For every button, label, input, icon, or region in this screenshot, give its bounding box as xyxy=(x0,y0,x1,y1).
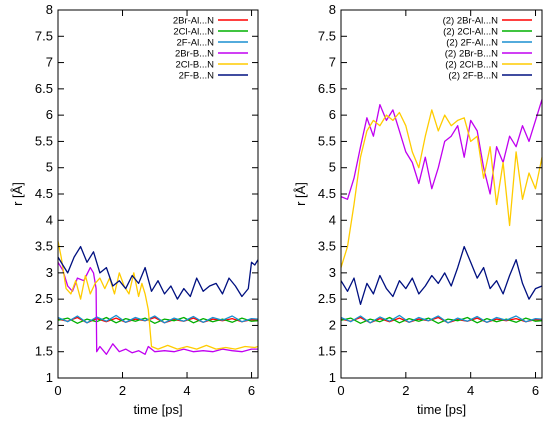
y-tick-label: 4.5 xyxy=(35,186,53,201)
y-tick-label: 4 xyxy=(329,212,336,227)
y-tick-label: 6.5 xyxy=(35,81,53,96)
legend-label: 2Cl-B...N xyxy=(175,60,214,71)
y-tick-label: 3 xyxy=(46,265,53,280)
x-tick-label: 6 xyxy=(532,383,539,398)
legend: (2) 2Br-Al...N(2) 2Cl-Al...N(2) 2F-Al...… xyxy=(443,16,532,82)
y-tick-label: 1 xyxy=(329,370,336,385)
series-line-4 xyxy=(57,261,258,355)
legend-label: (2) 2Cl-Al...N xyxy=(443,27,498,38)
y-tick-label: 1.5 xyxy=(318,344,336,359)
y-tick-label: 7.5 xyxy=(318,28,336,43)
legend-label: (2) 2Cl-B...N xyxy=(445,60,498,71)
y-tick-label: 7 xyxy=(329,55,336,70)
y-tick-label: 8 xyxy=(329,2,336,17)
y-tick-label: 8 xyxy=(46,2,53,17)
y-tick-label: 7 xyxy=(46,55,53,70)
legend-label: (2) 2F-B...N xyxy=(448,71,498,82)
x-tick-label: 2 xyxy=(119,383,126,398)
legend-label: 2F-Al...N xyxy=(177,38,215,49)
x-tick-label: 6 xyxy=(248,383,255,398)
y-tick-label: 5.5 xyxy=(35,133,53,148)
x-tick-label: 0 xyxy=(337,383,344,398)
x-axis-title: time [ps] xyxy=(133,402,182,417)
series-line-6 xyxy=(57,245,259,300)
x-axis-title: time [ps] xyxy=(417,402,466,417)
legend-label: 2Br-B...N xyxy=(175,49,214,60)
legend-label: (2) 2F-Al...N xyxy=(446,38,498,49)
y-tick-label: 5 xyxy=(46,160,53,175)
y-tick-label: 6.5 xyxy=(318,81,336,96)
y-tick-label: 2.5 xyxy=(35,291,53,306)
legend-label: (2) 2Br-Al...N xyxy=(443,16,499,27)
y-tick-label: 3 xyxy=(329,265,336,280)
x-tick-label: 0 xyxy=(54,383,61,398)
y-tick-label: 3.5 xyxy=(35,239,53,254)
y-tick-label: 2.5 xyxy=(318,291,336,306)
y-tick-label: 1.5 xyxy=(35,344,53,359)
y-axis-title: r [Å] xyxy=(293,182,308,206)
legend-label: 2Cl-Al...N xyxy=(173,27,214,38)
x-tick-label: 4 xyxy=(467,383,474,398)
chart-panel-1: 1 1.5 2 2.5 3 3.5 4 4.5 5 5.5 6 6.5 7 7.5 8 0 2 4 6 time [p… xyxy=(10,2,259,417)
y-tick-label: 4.5 xyxy=(318,186,336,201)
y-tick-label: 1 xyxy=(46,370,53,385)
legend: 2Br-Al...N2Cl-Al...N2F-Al...N2Br-B...N2C… xyxy=(173,16,248,82)
series-line-3 xyxy=(340,314,543,324)
y-tick-label: 5 xyxy=(329,160,336,175)
series-line-6 xyxy=(340,245,543,306)
y-tick-label: 2 xyxy=(329,317,336,332)
y-tick-label: 7.5 xyxy=(35,28,53,43)
y-tick-label: 3.5 xyxy=(318,239,336,254)
series-line-4 xyxy=(340,99,543,200)
chart-panel-2: 1 1.5 2 2.5 3 3.5 4 4.5 5 5.5 6 6.5 7 7.5 8 0 2 4 6 time [p… xyxy=(293,2,543,417)
y-tick-label: 6 xyxy=(46,107,53,122)
y-tick-label: 2 xyxy=(46,317,53,332)
x-tick-label: 4 xyxy=(183,383,190,398)
x-tick-label: 2 xyxy=(402,383,409,398)
legend-label: 2Br-Al...N xyxy=(173,16,214,27)
legend-label: (2) 2Br-B...N xyxy=(445,49,498,60)
y-tick-label: 6 xyxy=(329,107,336,122)
y-tick-label: 4 xyxy=(46,212,53,227)
legend-label: 2F-B...N xyxy=(179,71,215,82)
series-line-5 xyxy=(340,109,543,268)
series-line-3 xyxy=(57,314,259,324)
y-axis-title: r [Å] xyxy=(10,182,25,206)
series-line-5 xyxy=(57,241,259,350)
y-tick-label: 5.5 xyxy=(318,133,336,148)
